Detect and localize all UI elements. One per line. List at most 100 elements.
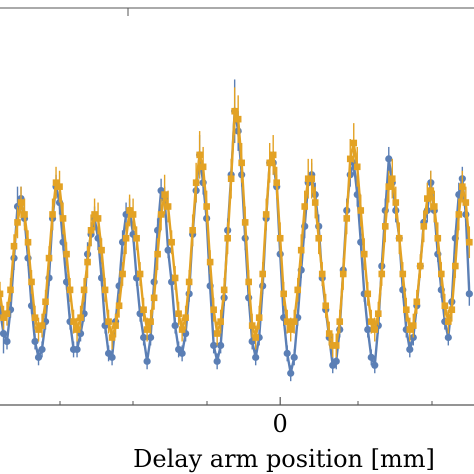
data-point: [283, 318, 291, 325]
data-point: [38, 322, 46, 329]
data-point: [360, 250, 368, 258]
data-point: [171, 274, 179, 282]
data-point: [374, 310, 382, 317]
data-point: [105, 318, 112, 325]
data-point: [84, 258, 91, 266]
data-point: [73, 326, 81, 333]
data-point: [70, 318, 77, 325]
data-point: [241, 219, 249, 226]
data-point: [3, 310, 11, 317]
data-point: [66, 286, 74, 294]
data-point: [129, 211, 137, 218]
data-point: [381, 223, 389, 230]
data-point: [294, 286, 302, 294]
data-point: [385, 183, 393, 190]
data-point: [371, 326, 379, 333]
data-point: [231, 107, 238, 115]
data-point: [0, 329, 8, 338]
data-point: [28, 278, 35, 286]
data-point: [210, 306, 217, 314]
data-point: [353, 163, 361, 171]
data-point: [252, 353, 260, 361]
data-point: [52, 179, 60, 186]
data-point: [178, 326, 186, 333]
data-point: [280, 290, 287, 298]
data-point: [150, 294, 158, 302]
data-point: [224, 234, 231, 242]
data-point: [206, 258, 214, 266]
data-point: [427, 187, 435, 194]
data-point: [3, 337, 11, 346]
data-point: [171, 322, 179, 330]
data-point: [441, 302, 449, 310]
data-point: [329, 342, 337, 349]
data-point: [269, 151, 277, 159]
data-point: [364, 325, 372, 334]
data-point: [217, 341, 225, 350]
data-point: [367, 318, 375, 325]
data-point: [287, 326, 295, 333]
data-point: [378, 270, 386, 278]
data-point: [395, 234, 403, 242]
data-point: [115, 302, 123, 310]
data-point: [143, 357, 151, 365]
data-point: [262, 211, 270, 218]
data-point: [35, 326, 42, 333]
data-point: [409, 322, 417, 329]
data-point: [168, 238, 175, 246]
data-point: [185, 278, 193, 286]
data-point: [164, 203, 172, 210]
data-point: [42, 298, 49, 306]
data-point: [7, 286, 14, 294]
data-point: [367, 353, 375, 361]
data-point: [322, 302, 330, 310]
data-point: [80, 286, 88, 294]
data-point: [217, 318, 224, 325]
data-point: [259, 270, 266, 278]
data-point: [14, 219, 21, 226]
data-point: [420, 223, 428, 230]
data-point: [87, 227, 95, 234]
data-point: [339, 270, 347, 278]
data-point: [297, 246, 305, 254]
data-point: [175, 310, 182, 317]
data-point: [364, 290, 372, 298]
data-point: [34, 353, 43, 361]
data-point: [31, 337, 39, 346]
data-point: [119, 270, 126, 278]
data-point: [143, 326, 151, 333]
data-point: [413, 298, 421, 306]
data-point: [21, 211, 28, 218]
data-point: [238, 159, 245, 167]
data-point: [199, 163, 207, 171]
data-point: [392, 199, 400, 206]
data-point: [56, 183, 63, 190]
series-layer: [0, 79, 473, 382]
data-point: [406, 326, 414, 333]
series-1: [0, 79, 473, 382]
data-point: [466, 238, 473, 246]
data-point: [63, 250, 70, 258]
data-point: [164, 246, 172, 254]
data-point: [332, 357, 340, 365]
data-point: [140, 333, 148, 342]
data-point: [325, 330, 333, 337]
data-point: [402, 306, 410, 314]
data-point: [459, 183, 466, 190]
data-point: [122, 234, 130, 242]
data-point: [192, 179, 200, 186]
data-point: [0, 314, 7, 321]
data-point: [49, 211, 56, 218]
data-point: [424, 195, 431, 202]
data-point: [301, 203, 309, 210]
data-point: [465, 290, 473, 298]
data-point: [196, 151, 203, 159]
data-point: [112, 322, 119, 329]
data-point: [59, 215, 67, 222]
data-point: [346, 155, 354, 163]
data-point: [38, 345, 46, 354]
data-point: [434, 234, 442, 242]
data-point: [227, 175, 235, 183]
data-point: [350, 139, 358, 147]
